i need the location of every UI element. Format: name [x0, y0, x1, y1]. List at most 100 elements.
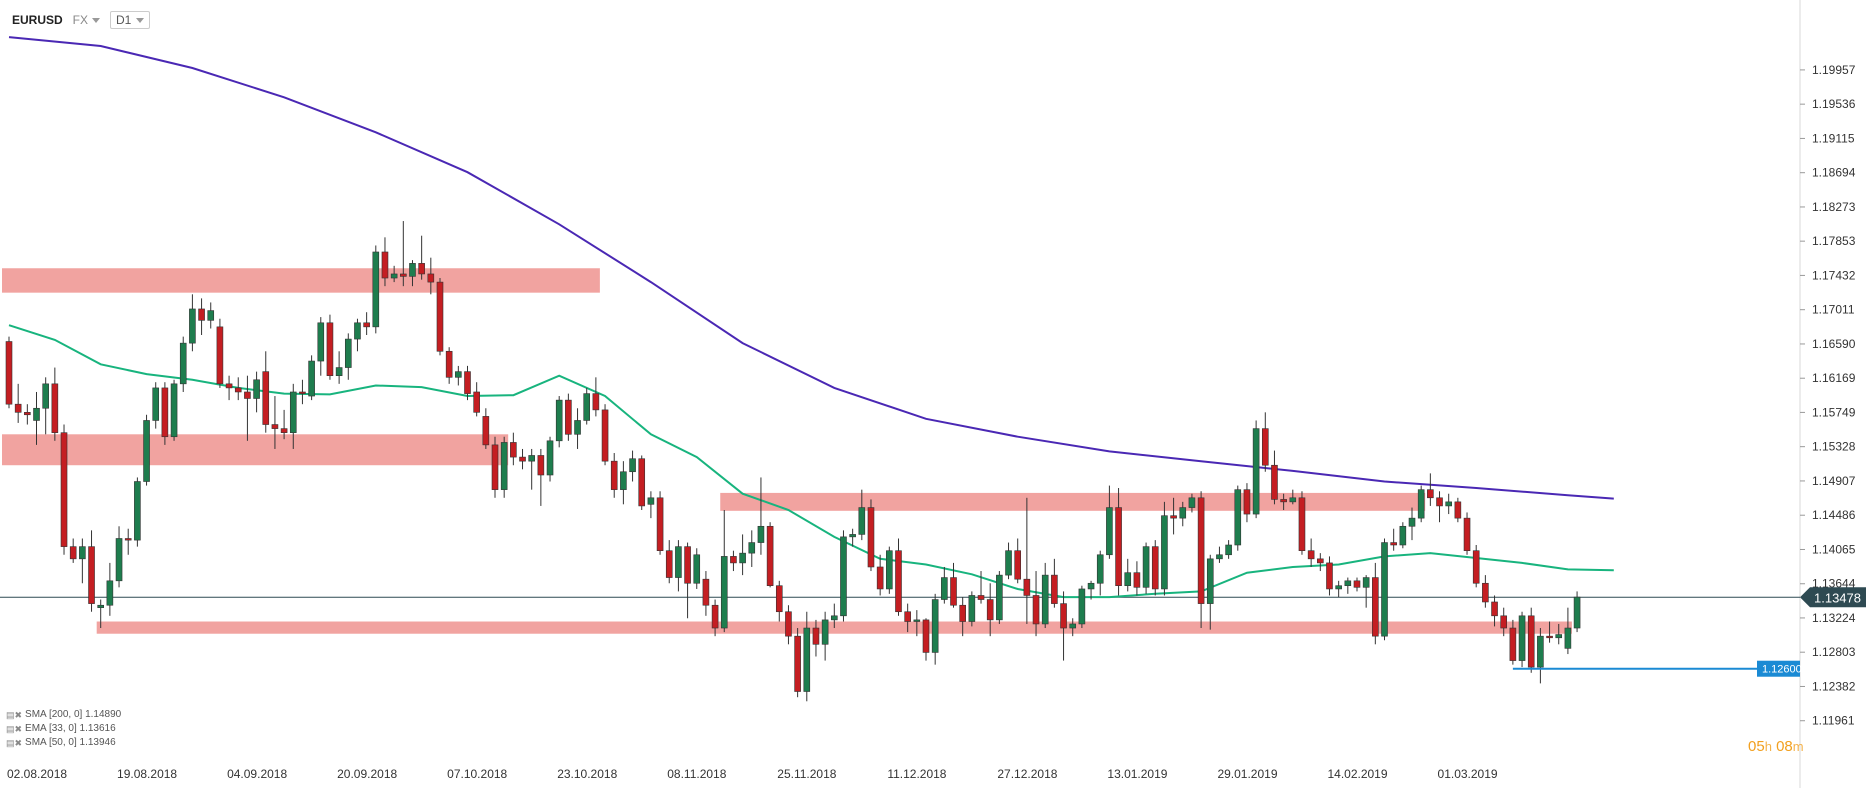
- candle-body: [381, 251, 389, 279]
- candle-body: [629, 458, 636, 473]
- candle-body: [1225, 544, 1232, 556]
- candle-body: [1344, 580, 1352, 586]
- indicator-row[interactable]: ▤✖ EMA [33, 0] 1.13616: [6, 722, 121, 736]
- candle-body: [1032, 595, 1040, 625]
- candle-body: [1280, 499, 1287, 503]
- market-selector[interactable]: FX: [73, 13, 101, 27]
- candle-body: [711, 604, 719, 629]
- current-price-label: 1.13478: [1814, 590, 1861, 605]
- resistance-zone: [2, 268, 600, 293]
- candle-body: [1151, 546, 1159, 590]
- y-tick-label: 1.12803: [1812, 645, 1856, 659]
- y-tick-label: 1.14486: [1812, 508, 1856, 522]
- symbol-label: EURUSD: [12, 13, 63, 27]
- candle-body: [69, 546, 77, 560]
- candle-body: [510, 442, 517, 458]
- candle-body: [418, 263, 425, 275]
- candle-body: [1078, 588, 1086, 625]
- candle-body: [840, 536, 847, 617]
- ema33-line: [8, 324, 1614, 599]
- candle-body: [161, 387, 169, 438]
- candle-body: [1463, 517, 1471, 551]
- settings-icon[interactable]: ▤✖: [6, 724, 23, 734]
- horizontal-line-label-box: [1757, 660, 1800, 677]
- candle-body: [308, 360, 315, 397]
- y-tick-label: 1.18694: [1812, 166, 1856, 180]
- countdown-h-unit: h: [1764, 739, 1772, 754]
- candle-body: [1271, 464, 1278, 500]
- candle-body: [216, 326, 224, 385]
- candle-body: [1060, 603, 1067, 629]
- candle-body: [400, 273, 407, 277]
- candle-body: [1518, 615, 1526, 661]
- y-tick-label: 1.16169: [1812, 371, 1856, 385]
- candle-body: [1390, 542, 1397, 546]
- candle-body: [1142, 546, 1150, 588]
- candle-body: [867, 507, 875, 568]
- candle-body: [775, 585, 783, 613]
- timeframe-selector[interactable]: D1: [110, 11, 151, 29]
- indicator-label: EMA [33, 0] 1.13616: [25, 723, 116, 734]
- x-tick-label: 01.03.2019: [1438, 767, 1498, 781]
- horizontal-line-label: 1.12600: [1762, 664, 1802, 676]
- x-tick-label: 02.08.2018: [7, 767, 67, 781]
- candle-body: [1427, 489, 1434, 499]
- candle-body: [812, 627, 820, 645]
- candle-body: [5, 341, 13, 405]
- candle-body: [1014, 550, 1022, 580]
- symbol-toolbar: EURUSD FX D1: [12, 10, 151, 30]
- candle-body: [1454, 501, 1462, 519]
- candle-body: [115, 538, 123, 582]
- settings-icon[interactable]: ▤✖: [6, 710, 23, 720]
- candle-body: [1252, 428, 1260, 515]
- candle-body: [785, 611, 792, 637]
- candle-body: [1005, 550, 1012, 576]
- candle-body: [647, 497, 655, 505]
- x-tick-label: 11.12.2018: [887, 767, 946, 781]
- candle-body: [317, 322, 325, 362]
- candle-body: [427, 273, 435, 283]
- candle-body: [1417, 489, 1425, 519]
- candle-body: [134, 481, 141, 541]
- y-tick-label: 1.13644: [1812, 577, 1856, 591]
- x-tick-label: 23.10.2018: [557, 767, 617, 781]
- candle-body: [702, 578, 710, 606]
- candle-body: [1445, 501, 1452, 507]
- current-price-tag: [1800, 587, 1866, 608]
- y-tick-label: 1.17853: [1812, 234, 1856, 248]
- countdown-hours: 05: [1748, 738, 1765, 755]
- candle-body: [1335, 585, 1342, 590]
- y-tick-label: 1.14065: [1812, 542, 1856, 556]
- candle-body: [473, 391, 480, 413]
- candle-body: [409, 263, 416, 277]
- y-tick-label: 1.12382: [1812, 679, 1856, 693]
- candle-body: [1317, 558, 1324, 564]
- candle-body: [757, 525, 765, 543]
- candle-body: [1509, 627, 1517, 661]
- indicator-label: SMA [50, 0] 1.13946: [25, 737, 116, 748]
- candle-body: [207, 310, 215, 321]
- x-tick-label: 19.08.2018: [117, 767, 177, 781]
- candle-body: [739, 552, 746, 564]
- candle-body: [913, 619, 921, 622]
- candle-body: [1527, 615, 1535, 668]
- candle-body: [610, 460, 618, 490]
- candle-body: [555, 399, 563, 442]
- candle-body: [730, 556, 737, 564]
- candle-body: [372, 251, 380, 328]
- candle-body: [1289, 497, 1297, 503]
- candle-body: [821, 619, 829, 645]
- indicator-row[interactable]: ▤✖ SMA [200, 0] 1.14890: [6, 708, 121, 722]
- settings-icon[interactable]: ▤✖: [6, 738, 23, 748]
- candle-body: [51, 383, 59, 433]
- candle-body: [280, 428, 288, 433]
- candle-body: [794, 635, 801, 692]
- indicator-row[interactable]: ▤✖ SMA [50, 0] 1.13946: [6, 736, 121, 750]
- candle-body: [225, 383, 233, 389]
- x-tick-label: 14.02.2019: [1327, 767, 1387, 781]
- candle-body: [179, 342, 187, 385]
- candle-body: [766, 525, 774, 586]
- candle-body: [1161, 515, 1168, 590]
- candle-body: [326, 322, 334, 376]
